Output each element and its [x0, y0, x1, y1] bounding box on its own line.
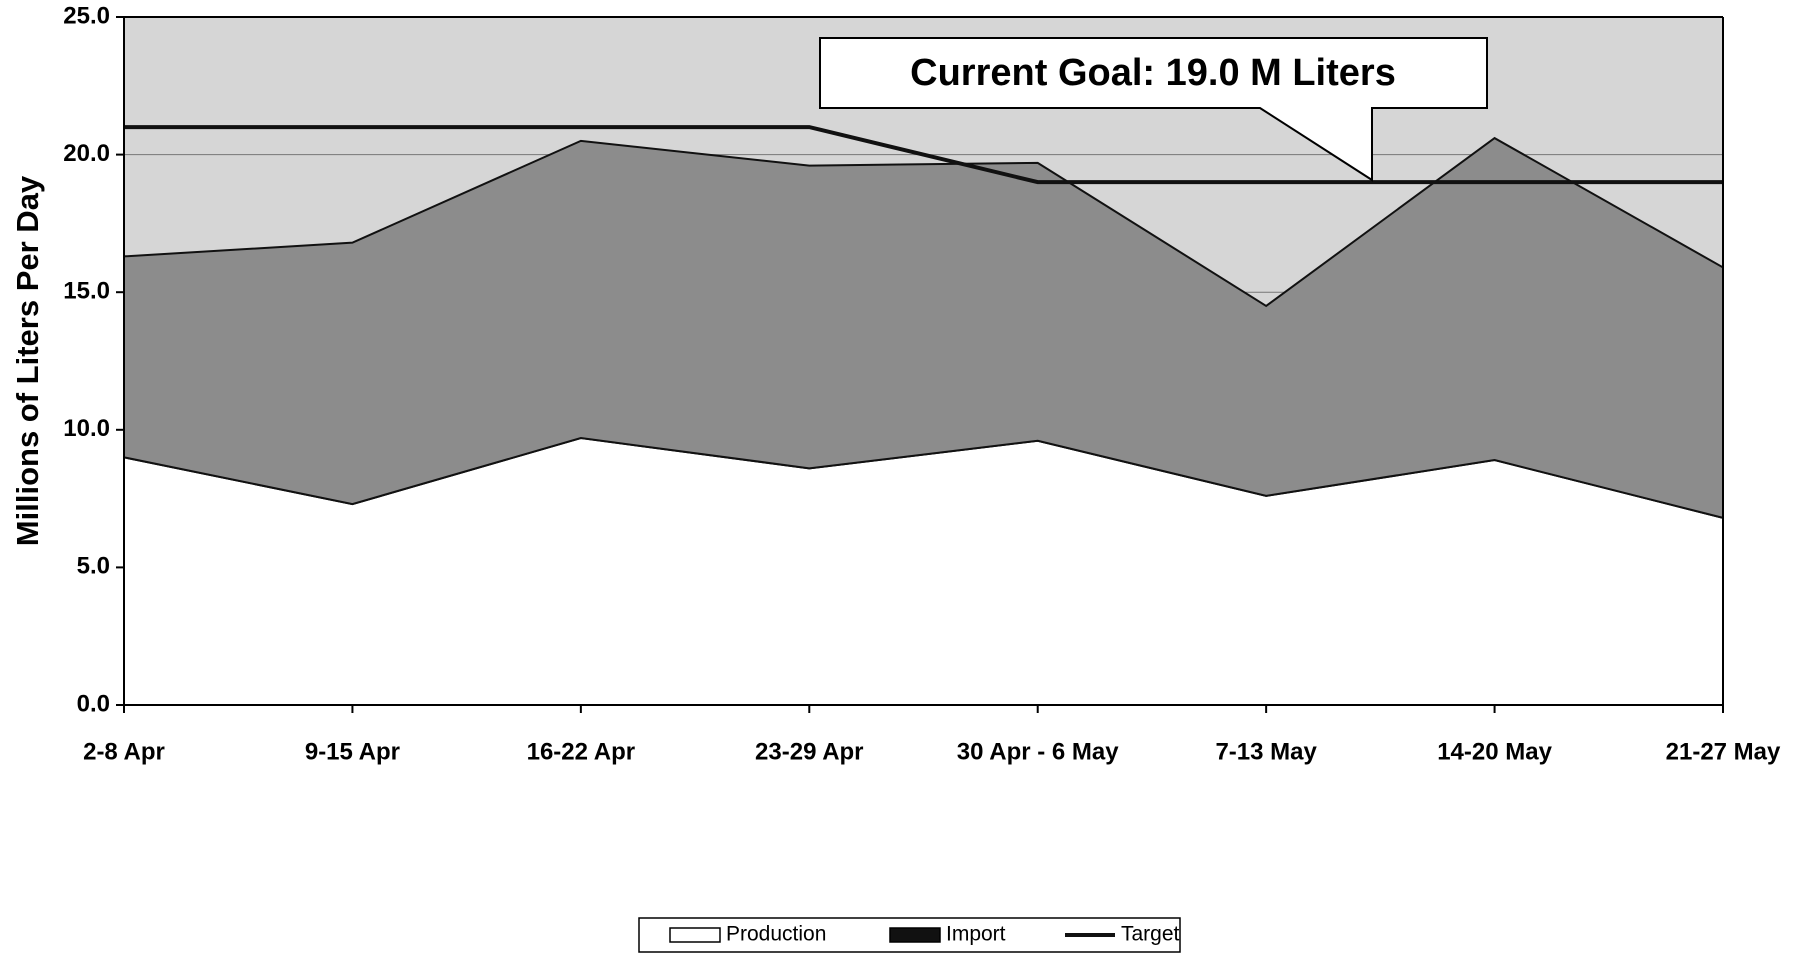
legend-label: Production — [726, 923, 826, 946]
y-axis-label: Millions of Liters Per Day — [10, 175, 45, 546]
target-line — [124, 125, 1723, 185]
legend-label: Target — [1121, 923, 1180, 946]
y-tick-label: 15.0 — [63, 278, 110, 305]
y-tick-label: 20.0 — [63, 140, 110, 167]
y-tick-label: 10.0 — [63, 415, 110, 442]
callout — [819, 37, 1488, 182]
y-tick-label: 0.0 — [77, 690, 110, 717]
x-tick-label: 23-29 Apr — [755, 738, 864, 765]
y-tick-label: 5.0 — [77, 553, 110, 580]
x-tick-label: 2-8 Apr — [83, 738, 165, 765]
x-tick-label: 7-13 May — [1215, 738, 1317, 765]
annotation: Current Goal: 19.0 M Liters — [910, 52, 1396, 94]
legend-label: Import — [946, 923, 1006, 946]
x-tick-label: 21-27 May — [1666, 738, 1781, 765]
x-tick-label: 30 Apr - 6 May — [957, 738, 1119, 765]
legend-swatch — [889, 927, 941, 943]
x-tick-label: 9-15 Apr — [305, 738, 400, 765]
x-tick-label: 14-20 May — [1437, 738, 1552, 765]
x-tick-label: 16-22 Apr — [527, 738, 636, 765]
y-tick-label: 25.0 — [63, 2, 110, 29]
legend-swatch — [669, 927, 721, 943]
